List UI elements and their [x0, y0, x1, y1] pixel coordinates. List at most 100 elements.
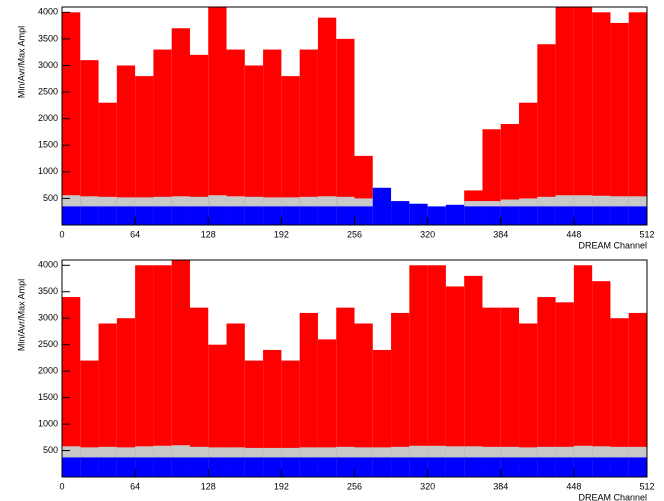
histogram-bar — [464, 457, 483, 477]
histogram-bar — [354, 206, 373, 225]
histogram-bar — [537, 457, 556, 477]
histogram-bar — [299, 49, 318, 225]
histogram-bar — [445, 204, 465, 225]
histogram-bar — [500, 206, 520, 225]
histogram-bar — [135, 265, 154, 477]
histogram-bar — [537, 297, 556, 477]
histogram-bar — [98, 457, 117, 477]
histogram-bar — [445, 457, 465, 477]
histogram-bar — [592, 12, 611, 225]
histogram-bar — [62, 297, 81, 477]
histogram-bar — [592, 457, 611, 477]
histogram-bar — [299, 312, 318, 477]
y-tick-label: 1500 — [38, 392, 58, 402]
histogram-bar — [409, 203, 428, 225]
histogram-bar — [226, 206, 245, 225]
histogram-bar — [153, 457, 172, 477]
histogram-bar — [80, 206, 99, 225]
histogram-bar — [628, 206, 647, 225]
histogram-bar — [573, 265, 593, 477]
histogram-bar — [263, 457, 282, 477]
histogram-bar — [317, 457, 337, 477]
histogram-bar — [336, 307, 355, 477]
histogram-bar — [208, 7, 227, 225]
histogram-bar — [317, 339, 337, 477]
histogram-bar — [244, 65, 264, 225]
x-tick-label: 128 — [201, 481, 216, 491]
histogram-bar — [519, 457, 538, 477]
histogram-bar — [391, 312, 410, 477]
x-tick-label: 384 — [493, 229, 508, 239]
y-tick-label: 3000 — [38, 313, 58, 323]
y-tick-label: 2000 — [38, 366, 58, 376]
histogram-bar — [226, 323, 245, 477]
histogram-bar — [610, 457, 629, 477]
histogram-bar — [427, 457, 446, 477]
y-tick-label: 1500 — [38, 140, 58, 150]
histogram-bar — [153, 265, 172, 477]
histogram-bar — [98, 102, 117, 225]
x-tick-label: 128 — [201, 229, 216, 239]
histogram-bar — [226, 49, 245, 225]
histogram-bar — [519, 323, 538, 477]
histogram-bar — [427, 206, 446, 225]
y-axis-label: Min/Avr/Max Ampl — [16, 279, 26, 351]
histogram-bar — [519, 102, 538, 225]
x-tick-label: 448 — [566, 229, 581, 239]
histogram-bar — [135, 457, 154, 477]
y-tick-label: 3500 — [38, 33, 58, 43]
x-tick-label: 512 — [639, 481, 654, 491]
histogram-bar — [189, 307, 209, 477]
histogram-bar — [62, 457, 81, 477]
histogram-bar — [592, 206, 611, 225]
histogram-bar — [244, 457, 264, 477]
x-tick-label: 384 — [493, 481, 508, 491]
histogram-bar — [171, 206, 190, 225]
histogram-bar — [317, 206, 337, 225]
histogram-bar — [537, 206, 556, 225]
x-tick-label: 256 — [347, 229, 362, 239]
histogram-bar — [98, 323, 117, 477]
y-tick-label: 2500 — [38, 86, 58, 96]
histogram-bar — [189, 206, 209, 225]
histogram-bar — [135, 76, 154, 225]
x-tick-label: 320 — [420, 481, 435, 491]
histogram-bar — [171, 260, 190, 477]
y-tick-label: 3500 — [38, 286, 58, 296]
histogram-bar — [555, 457, 574, 477]
x-tick-label: 0 — [59, 229, 64, 239]
histogram-bar — [610, 318, 629, 477]
histogram-bar — [171, 457, 190, 477]
histogram-bar — [464, 206, 483, 225]
histogram-bar — [317, 17, 337, 226]
y-tick-label: 2000 — [38, 113, 58, 123]
histogram-bar — [189, 54, 209, 226]
histogram-bar — [281, 76, 300, 225]
histogram-bar — [153, 49, 172, 225]
x-axis-label: DREAM Channel — [578, 240, 647, 250]
histogram-bar — [62, 206, 81, 225]
histogram-bar — [80, 60, 99, 225]
histogram-bar — [281, 457, 300, 477]
histogram-bar — [610, 22, 629, 226]
histogram-bar — [573, 457, 593, 477]
histogram-bar — [409, 457, 428, 477]
histogram-bar — [208, 206, 227, 225]
histogram-bar — [391, 201, 410, 225]
histogram-bar — [208, 344, 227, 477]
histogram-bar — [409, 265, 428, 477]
histogram-bar — [116, 206, 136, 225]
histogram-bar — [610, 206, 629, 225]
histogram-bar — [519, 206, 538, 225]
y-tick-label: 1000 — [38, 166, 58, 176]
histogram-bar — [116, 65, 136, 225]
y-tick-label: 4000 — [38, 7, 58, 17]
x-tick-label: 512 — [639, 229, 654, 239]
histogram-bar — [500, 457, 520, 477]
histogram-bar — [299, 457, 318, 477]
histogram-bar — [263, 206, 282, 225]
histogram-bar — [208, 457, 227, 477]
x-tick-label: 192 — [274, 229, 289, 239]
histogram-bar — [336, 206, 355, 225]
